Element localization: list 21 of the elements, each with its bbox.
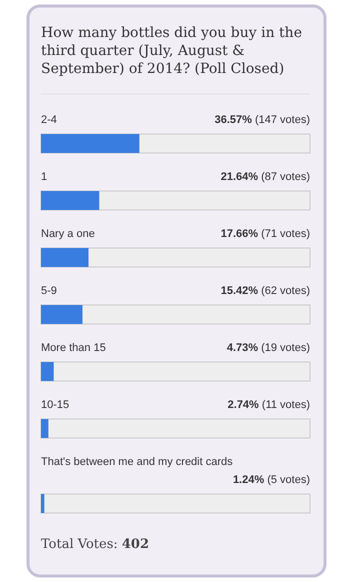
y-tick-label: That's between me and my credit cards	[41, 456, 234, 468]
y-tick-label: 2-4	[41, 114, 57, 126]
y-tick-label: More than 15	[41, 342, 106, 354]
data-label: 17.66% (71 votes)	[220, 228, 310, 240]
data-label: 36.57% (147 votes)	[214, 114, 310, 126]
bar	[41, 362, 54, 381]
data-label: 1.24% (5 votes)	[232, 474, 310, 486]
data-label: 2.74% (11 votes)	[228, 399, 310, 411]
data-label: 4.73% (19 votes)	[226, 342, 310, 354]
bar	[41, 305, 82, 324]
data-label: 21.64% (87 votes)	[220, 171, 310, 183]
y-tick-label: 1	[41, 171, 48, 183]
y-tick-label: Nary a one	[41, 228, 95, 240]
bar	[41, 419, 48, 438]
y-tick-label: 10-15	[41, 399, 70, 411]
data-label: 15.42% (62 votes)	[220, 285, 310, 297]
bar	[41, 191, 100, 210]
bar	[41, 248, 89, 267]
chart-title: How many bottles did you buy in the third quarter (July, August & September) of 2014? (Poll Closed)	[41, 25, 302, 77]
text: Total Votes: 402	[41, 537, 150, 552]
y-tick-label: 5-9	[41, 285, 57, 297]
